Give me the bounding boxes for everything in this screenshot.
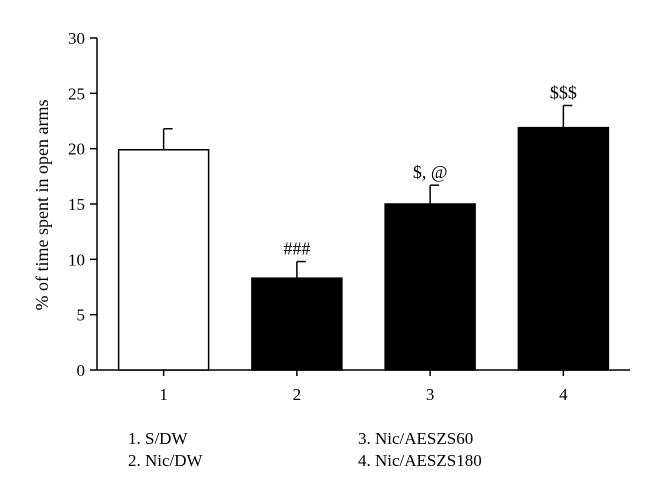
y-tick-label-4: 20 bbox=[68, 140, 85, 159]
annotation-2: ### bbox=[283, 239, 310, 259]
legend-right: 3. Nic/AESZS60 4. Nic/AESZS180 bbox=[358, 428, 482, 472]
annotation-4: $$$ bbox=[550, 83, 577, 103]
legend-item-1: 1. S/DW bbox=[128, 428, 203, 450]
x-tick-label-4: 4 bbox=[559, 385, 568, 404]
x-tick-label-3: 3 bbox=[426, 385, 435, 404]
y-tick-label-6: 30 bbox=[68, 29, 85, 48]
bar-3 bbox=[385, 204, 475, 370]
bar-2 bbox=[252, 278, 342, 370]
y-tick-label-0: 0 bbox=[77, 361, 86, 380]
bar-chart: % of time spent in open arms 0 5 10 15 20 25 3… bbox=[0, 0, 660, 420]
legend-item-3: 3. Nic/AESZS60 bbox=[358, 428, 482, 450]
x-tick-label-2: 2 bbox=[293, 385, 302, 404]
x-tick-label-1: 1 bbox=[159, 385, 168, 404]
bar-4 bbox=[518, 128, 608, 370]
legend-item-2: 2. Nic/DW bbox=[128, 450, 203, 472]
plot-area: 0 5 10 15 20 25 30 1 2 ### 3 $, @ 4 $$$ bbox=[68, 29, 630, 404]
y-tick-label-2: 10 bbox=[68, 250, 85, 269]
y-tick-label-5: 25 bbox=[68, 84, 85, 103]
bar-1 bbox=[119, 150, 209, 370]
y-axis-label: % of time spent in open arms bbox=[32, 100, 52, 311]
y-tick-label-1: 5 bbox=[77, 306, 86, 325]
legend-item-4: 4. Nic/AESZS180 bbox=[358, 450, 482, 472]
y-tick-label-3: 15 bbox=[68, 195, 85, 214]
annotation-3: $, @ bbox=[413, 162, 448, 182]
legend-left: 1. S/DW 2. Nic/DW bbox=[128, 428, 203, 472]
